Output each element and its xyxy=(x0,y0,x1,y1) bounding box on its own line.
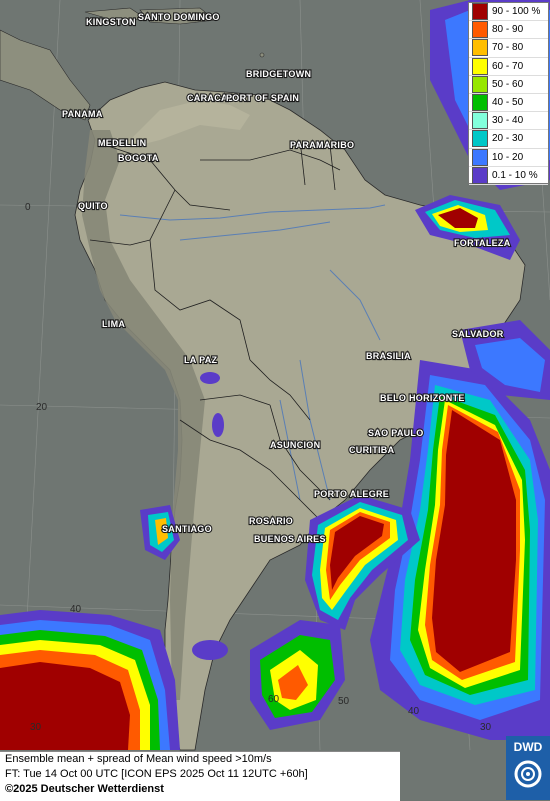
city-lima: LIMA xyxy=(102,319,125,329)
legend-label: 20 - 30 xyxy=(492,133,524,145)
lon-label-50: 50 xyxy=(338,696,350,707)
legend-swatch xyxy=(472,148,488,166)
legend-row: 60 - 70 xyxy=(469,57,548,76)
city-salvador: SALVADOR xyxy=(452,329,504,339)
legend: 90 - 100 % 80 - 90 70 - 80 60 - 70 50 - 60 40… xyxy=(468,2,549,185)
lat-label-40: 40 xyxy=(70,604,82,615)
lat-label-30-west: 30 xyxy=(30,722,42,733)
andes-relief xyxy=(82,130,205,700)
wind-field-pacific-west xyxy=(0,610,180,750)
legend-label: 70 - 80 xyxy=(492,42,524,54)
lat-label-20: 20 xyxy=(36,402,48,413)
legend-row: 50 - 60 xyxy=(469,75,548,94)
lat-label-60: 60 xyxy=(268,694,280,705)
city-brasilia: BRASILIA xyxy=(366,351,411,361)
city-porto-alegre: PORTO ALEGRE xyxy=(314,489,389,499)
legend-swatch xyxy=(472,39,488,57)
wind-field-salvador xyxy=(460,320,550,400)
wind-field-patagonia xyxy=(250,620,345,730)
wind-field-andes-spots xyxy=(192,372,228,660)
lon-label-30: 30 xyxy=(480,722,492,733)
legend-row: 0.1 - 10 % xyxy=(469,166,548,185)
rivers xyxy=(119,204,386,501)
legend-label: 10 - 20 xyxy=(492,151,524,163)
city-panama: PANAMA xyxy=(62,109,103,119)
legend-row: 10 - 20 xyxy=(469,148,548,167)
legend-row: 20 - 30 xyxy=(469,130,548,149)
legend-label: 90 - 100 % xyxy=(492,6,541,18)
legend-label: 50 - 60 xyxy=(492,78,524,90)
city-santiago: SANTIAGO xyxy=(162,524,212,534)
city-medellin: MEDELLIN xyxy=(98,138,146,148)
city-la-paz: LA PAZ xyxy=(184,355,217,365)
legend-label: 40 - 50 xyxy=(492,97,524,109)
city-paramaribo: PARAMARIBO xyxy=(290,140,354,150)
dwd-logo-text: DWD xyxy=(513,740,543,754)
city-quito: QUITO xyxy=(78,201,108,211)
city-rosario: ROSARIO xyxy=(249,516,293,526)
map-caption: Ensemble mean + spread of Mean wind spee… xyxy=(0,751,400,801)
dwd-logo: DWD xyxy=(506,736,550,800)
legend-row: 80 - 90 xyxy=(469,21,548,40)
caption-copyright: ©2025 Deutscher Wetterdienst xyxy=(5,783,164,795)
legend-swatch xyxy=(472,94,488,112)
lon-label-40: 40 xyxy=(408,706,420,717)
wind-field-santiago xyxy=(140,505,180,560)
legend-label: 0.1 - 10 % xyxy=(492,169,538,181)
legend-label: 60 - 70 xyxy=(492,60,524,72)
caribbean-land xyxy=(0,7,302,121)
legend-row: 40 - 50 xyxy=(469,94,548,113)
city-port-of-spain: PORT OF SPAIN xyxy=(226,93,299,103)
city-asuncion: ASUNCION xyxy=(270,440,320,450)
city-bogota: BOGOTA xyxy=(118,153,159,163)
city-curitiba: CURITIBA xyxy=(349,445,395,455)
legend-swatch xyxy=(472,166,488,184)
city-kingston: KINGSTON xyxy=(86,17,136,27)
legend-swatch xyxy=(472,112,488,130)
legend-swatch xyxy=(472,130,488,148)
city-bridgetown: BRIDGETOWN xyxy=(246,69,311,79)
caption-forecast-time: FT: Tue 14 Oct 00 UTC [ICON EPS 2025 Oct… xyxy=(5,768,308,780)
city-buenos-aires: BUENOS AIRES xyxy=(254,534,326,544)
city-santo-domingo: SANTO DOMINGO xyxy=(138,12,220,22)
country-borders xyxy=(89,139,341,521)
city-labels: KINGSTON SANTO DOMINGO BRIDGETOWN CARACA… xyxy=(61,11,512,545)
dwd-swirl-icon xyxy=(514,760,542,788)
legend-row: 30 - 40 xyxy=(469,112,548,131)
legend-label: 30 - 40 xyxy=(492,115,524,127)
legend-swatch xyxy=(472,3,488,21)
highlands xyxy=(120,100,250,150)
city-belo-horizonte: BELO HORIZONTE xyxy=(380,393,465,403)
city-caracas: CARACAS xyxy=(187,93,234,103)
legend-row: 90 - 100 % xyxy=(469,3,548,22)
legend-row: 70 - 80 xyxy=(469,39,548,58)
legend-label: 80 - 90 xyxy=(492,24,524,36)
caption-title: Ensemble mean + spread of Mean wind spee… xyxy=(5,753,272,765)
city-sao-paulo: SAO PAULO xyxy=(368,428,424,438)
legend-swatch xyxy=(472,21,488,39)
legend-swatch xyxy=(472,75,488,93)
wind-field-argentina-coast xyxy=(305,495,420,630)
legend-swatch xyxy=(472,57,488,75)
city-fortaleza: FORTALEZA xyxy=(454,238,511,248)
wind-field-atlantic-east xyxy=(370,360,550,740)
wind-field-fortaleza xyxy=(415,195,520,260)
lat-label-0: 0 xyxy=(25,202,31,213)
